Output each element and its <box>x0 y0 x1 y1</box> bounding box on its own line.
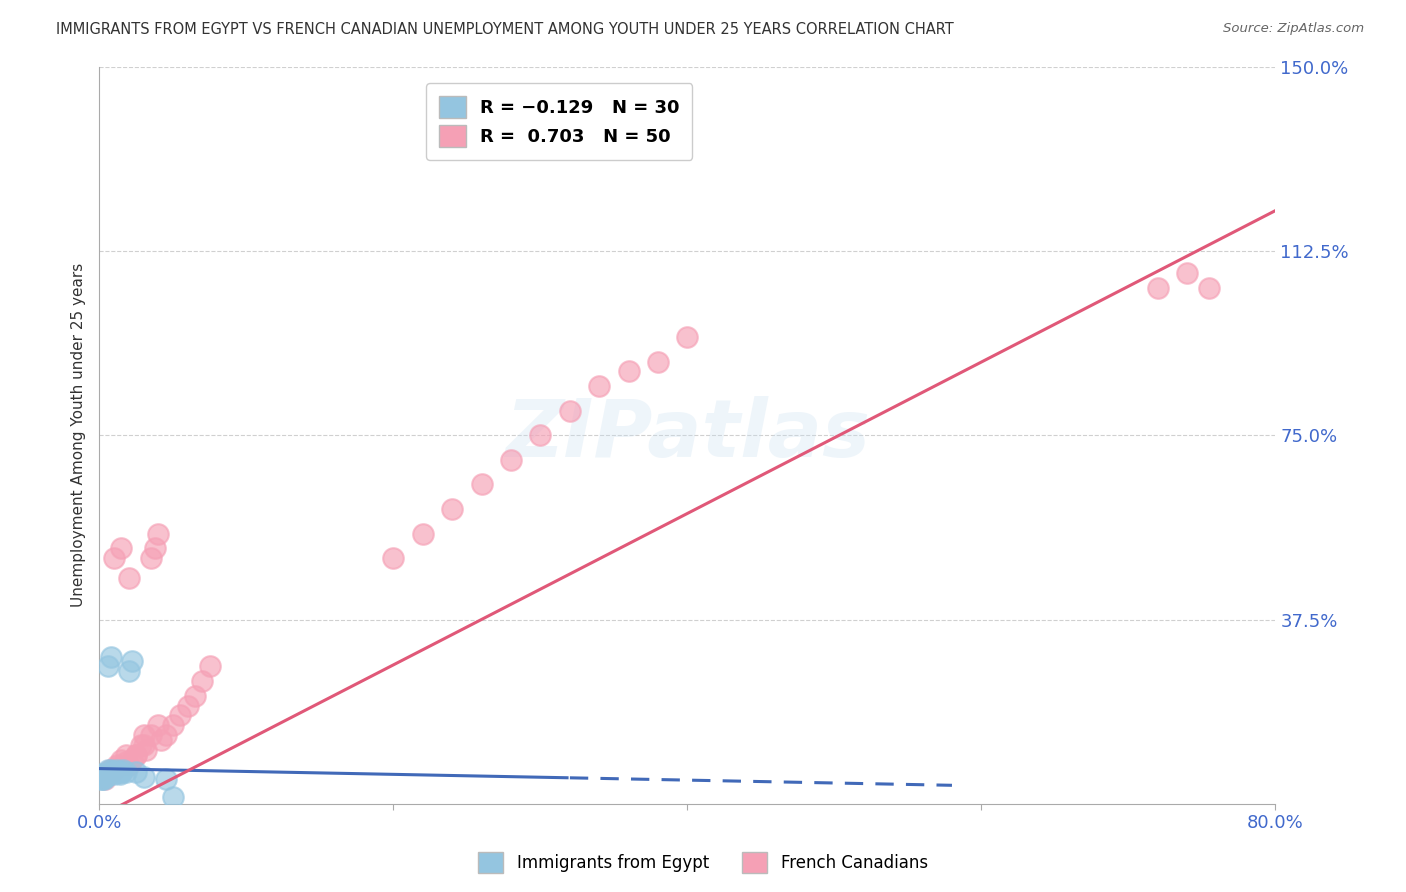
Point <box>155 728 177 742</box>
Point <box>121 753 143 767</box>
Point <box>139 728 162 742</box>
Point <box>115 765 138 780</box>
Point <box>103 767 125 781</box>
Point <box>98 763 121 777</box>
Point <box>110 541 132 556</box>
Point <box>129 738 152 752</box>
Point <box>121 655 143 669</box>
Point <box>132 770 155 784</box>
Point <box>676 330 699 344</box>
Point <box>148 718 170 732</box>
Point <box>103 765 125 780</box>
Text: Source: ZipAtlas.com: Source: ZipAtlas.com <box>1223 22 1364 36</box>
Point <box>93 770 115 784</box>
Point <box>1198 281 1220 295</box>
Point <box>103 763 125 777</box>
Point <box>184 689 207 703</box>
Point <box>1146 281 1168 295</box>
Point <box>118 757 141 772</box>
Y-axis label: Unemployment Among Youth under 25 years: Unemployment Among Youth under 25 years <box>72 263 86 607</box>
Point <box>558 403 581 417</box>
Point <box>111 763 134 777</box>
Point <box>94 770 117 784</box>
Point <box>105 763 128 777</box>
Point <box>441 502 464 516</box>
Point <box>150 733 173 747</box>
Point <box>98 765 121 780</box>
Point <box>93 767 115 781</box>
Point <box>135 743 157 757</box>
Point <box>118 571 141 585</box>
Point <box>104 765 127 780</box>
Point <box>96 767 118 781</box>
Point <box>382 551 405 566</box>
Point <box>110 765 132 780</box>
Legend: R = −0.129   N = 30, R =  0.703   N = 50: R = −0.129 N = 30, R = 0.703 N = 50 <box>426 83 692 160</box>
Point <box>93 772 115 787</box>
Point <box>97 765 120 780</box>
Point <box>107 765 129 780</box>
Point <box>115 755 138 769</box>
Point <box>499 453 522 467</box>
Point <box>94 772 117 787</box>
Legend: Immigrants from Egypt, French Canadians: Immigrants from Egypt, French Canadians <box>471 846 935 880</box>
Point <box>617 364 640 378</box>
Point <box>105 760 128 774</box>
Point <box>1175 266 1198 280</box>
Point <box>103 551 125 566</box>
Point <box>471 477 494 491</box>
Point <box>90 772 112 787</box>
Point <box>647 354 669 368</box>
Point <box>100 649 122 664</box>
Point <box>125 765 148 780</box>
Point <box>198 659 221 673</box>
Point <box>108 767 131 781</box>
Point <box>125 747 148 762</box>
Point <box>100 763 122 777</box>
Point <box>176 698 198 713</box>
Point <box>97 659 120 673</box>
Point <box>132 728 155 742</box>
Point <box>105 757 128 772</box>
Point <box>155 772 177 787</box>
Point <box>100 765 122 780</box>
Point <box>143 541 166 556</box>
Point <box>100 765 122 780</box>
Point <box>412 526 434 541</box>
Point <box>162 718 184 732</box>
Point <box>110 753 132 767</box>
Point <box>132 738 155 752</box>
Point <box>115 747 138 762</box>
Point <box>101 765 124 780</box>
Point <box>94 770 117 784</box>
Point <box>91 772 114 787</box>
Point <box>162 789 184 804</box>
Point <box>97 763 120 777</box>
Point <box>125 747 148 762</box>
Text: IMMIGRANTS FROM EGYPT VS FRENCH CANADIAN UNEMPLOYMENT AMONG YOUTH UNDER 25 YEARS: IMMIGRANTS FROM EGYPT VS FRENCH CANADIAN… <box>56 22 955 37</box>
Point <box>529 428 551 442</box>
Point <box>148 526 170 541</box>
Point <box>588 379 610 393</box>
Point <box>191 674 214 689</box>
Point <box>96 767 118 781</box>
Point <box>91 767 114 781</box>
Point <box>118 665 141 679</box>
Point <box>139 551 162 566</box>
Text: ZIPatlas: ZIPatlas <box>505 396 870 475</box>
Point <box>169 708 191 723</box>
